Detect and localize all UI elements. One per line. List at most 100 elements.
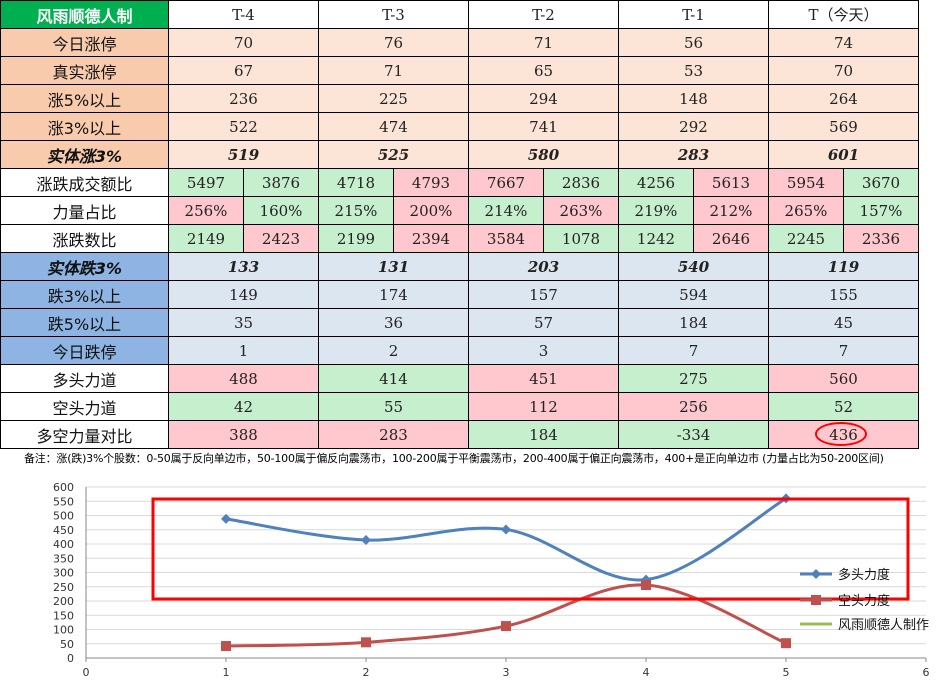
table-cell: 157 [468,280,619,309]
row-label: 跌5%以上 [0,308,169,337]
data-point [501,621,511,632]
table-cell: 2149 [168,224,244,253]
y-tick-label: 0 [67,652,74,665]
table-cell: 160% [243,196,319,225]
row-label: 跌3%以上 [0,280,169,309]
table-cell: 131 [318,252,469,281]
table-cell: 149 [168,280,319,309]
y-tick-label: 150 [53,609,74,622]
table-cell: 741 [468,112,619,141]
table-cell: 474 [318,112,469,141]
table-cell: 522 [168,112,319,141]
table-row: 今日涨停 70 76 71 56 74 [0,28,919,57]
data-table: 风雨顺德人制 T-4 T-3 T-2 T-1 T（今天） 今日涨停 70 76 … [0,0,919,449]
row-label: 涨跌成交额比 [0,168,169,197]
row-label: 多空力量对比 [0,420,169,449]
table-cell: 2 [318,336,469,365]
table-cell: 52 [768,392,919,421]
table-cell: 55 [318,392,469,421]
table-row: 跌3%以上 149 174 157 594 155 [0,280,919,309]
legend-label: 风雨顺德人制作 [838,618,929,633]
table-row: 空头力道 42 55 112 256 52 [0,392,919,421]
table-row: 涨跌成交额比 5497 3876 4718 4793 7667 2836 425… [0,168,919,197]
highlight-box [151,497,910,601]
row-label: 涨跌数比 [0,224,169,253]
row-label: 涨5%以上 [0,84,169,113]
y-tick-label: 600 [53,481,74,494]
table-cell: 594 [618,280,769,309]
y-tick-label: 250 [53,581,74,594]
table-cell: 74 [768,28,919,57]
table-cell: 71 [318,56,469,85]
table-row: 真实涨停 67 71 65 53 70 [0,56,919,85]
table-cell: 174 [318,280,469,309]
table-cell: 7 [768,336,919,365]
table-cell: 2336 [843,224,919,253]
table-cell: 112 [468,392,619,421]
x-tick-label: 3 [503,666,510,679]
table-cell: 212% [693,196,769,225]
table-cell: 283 [618,140,769,169]
y-tick-label: 500 [53,510,74,523]
table-cell: 184 [468,420,619,449]
table-cell: 76 [318,28,469,57]
table-cell: 42 [168,392,319,421]
table-row: 力量占比 256% 160% 215% 200% 214% 263% 219% … [0,196,919,225]
table-row: 涨跌数比 2149 2423 2199 2394 3584 1078 1242 … [0,224,919,253]
table-cell: 56 [618,28,769,57]
net-force-value: 436 [829,425,858,444]
table-row: 跌5%以上 35 36 57 184 45 [0,308,919,337]
table-cell: 215% [318,196,394,225]
table-cell: 119 [768,252,919,281]
y-tick-label: 100 [53,624,74,637]
table-cell: 451 [468,364,619,393]
table-cell: 3 [468,336,619,365]
table-cell: 540 [618,252,769,281]
table-cell: 2646 [693,224,769,253]
table-cell: 157% [843,196,919,225]
data-point [361,637,371,648]
table-cell: 148 [618,84,769,113]
row-label: 多头力道 [0,364,169,393]
y-tick-label: 50 [60,638,74,651]
series-line [225,497,787,582]
table-cell: 65 [468,56,619,85]
table-cell: 214% [468,196,544,225]
table-cell: 36 [318,308,469,337]
x-tick-label: 0 [83,666,90,679]
table-cell: 414 [318,364,469,393]
table-cell: 569 [768,112,919,141]
y-tick-label: 450 [53,524,74,537]
table-cell: 225 [318,84,469,113]
table-row: 实体涨3% 519 525 580 283 601 [0,140,919,169]
table-row: 涨3%以上 522 474 741 292 569 [0,112,919,141]
y-tick-label: 350 [53,552,74,565]
table-cell: 7667 [468,168,544,197]
table-cell: 263% [543,196,619,225]
data-point [361,535,371,546]
col-header: T-1 [618,0,769,29]
table-cell: 519 [168,140,319,169]
table-cell: 3670 [843,168,919,197]
table-cell: 35 [168,308,319,337]
legend-marker [811,569,821,579]
table-cell: 5954 [768,168,844,197]
table-cell: 2423 [243,224,319,253]
table-cell: 256 [618,392,769,421]
data-point [641,580,651,591]
legend-label: 多头力度 [838,567,890,583]
table-cell: 236 [168,84,319,113]
table-cell: 70 [168,28,319,57]
col-header: T-3 [318,0,469,29]
data-point [501,524,511,535]
table-cell: 560 [768,364,919,393]
row-label: 实体涨3% [0,140,169,169]
table-cell: 67 [168,56,319,85]
y-tick-label: 550 [53,495,74,508]
table-cell: -334 [618,420,769,449]
row-label: 实体跌3% [0,252,169,281]
table-cell: 7 [618,336,769,365]
table-cell: 265% [768,196,844,225]
table-cell: 71 [468,28,619,57]
